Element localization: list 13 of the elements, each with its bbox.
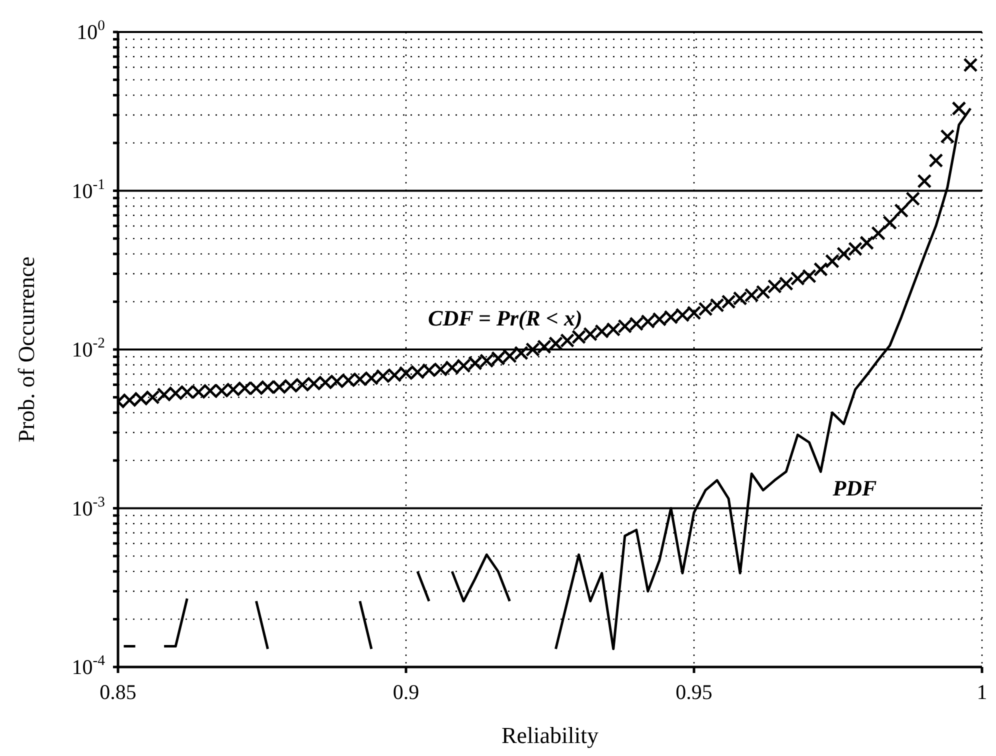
x-tick-label: 0.85	[100, 680, 136, 704]
y-tick-label: 10$^{0}$	[76, 18, 105, 44]
y-tick-label: 10$^{-2}$	[72, 336, 105, 362]
x-tick-label: 0.9	[392, 680, 420, 704]
x-axis-title: Reliability	[501, 723, 600, 748]
y-tick-label: 10$^{-3}$	[72, 494, 105, 520]
series-label: CDF = Pr(R < x)	[428, 305, 582, 330]
y-tick-label: 10$^{-4}$	[72, 653, 106, 679]
x-tick-label: 0.95	[676, 680, 712, 704]
x-tick-label: 1	[976, 680, 988, 704]
y-axis-title: Prob. of Occurrence	[14, 256, 40, 442]
series-label: PDF	[832, 476, 878, 501]
y-tick-label: 10$^{-1}$	[72, 176, 105, 203]
